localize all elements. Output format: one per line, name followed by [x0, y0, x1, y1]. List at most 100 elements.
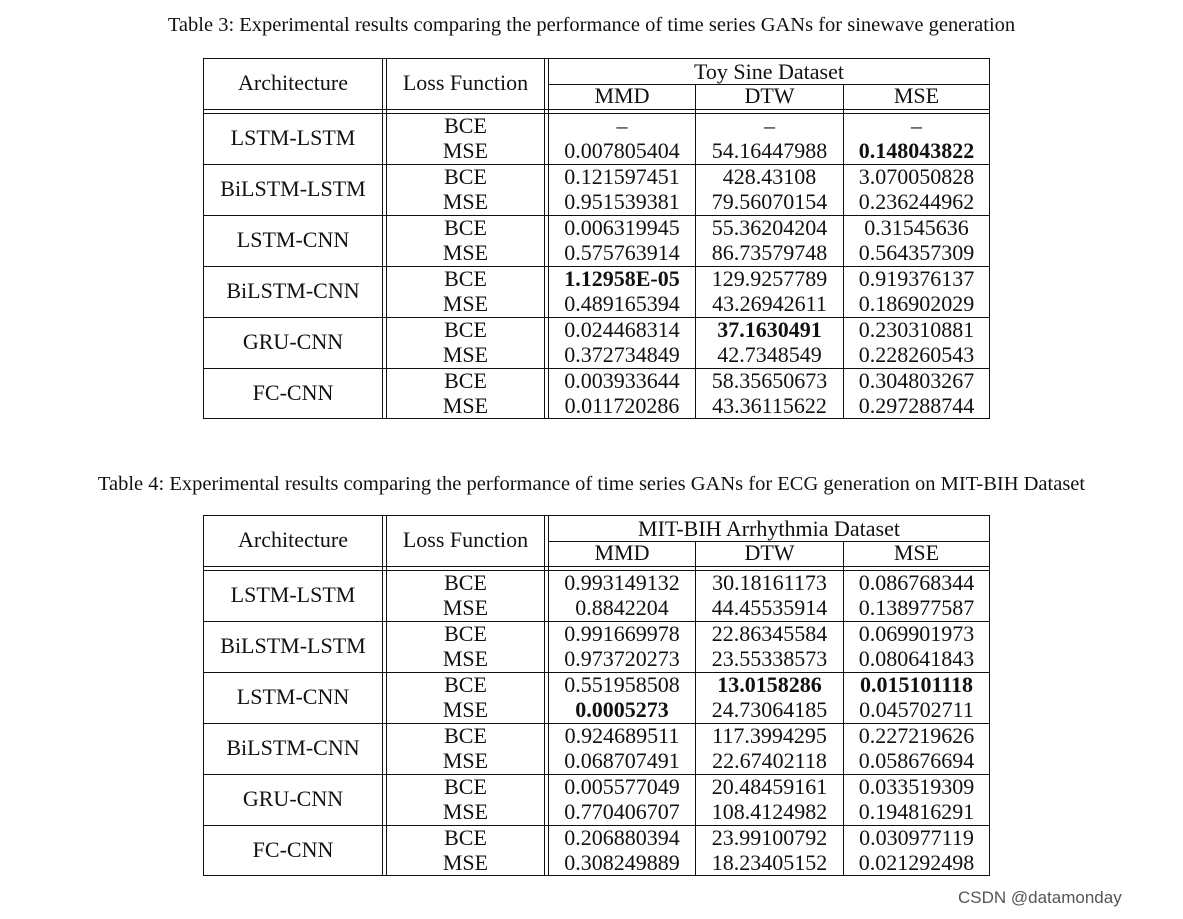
- arch-label: LSTM-LSTM: [230, 125, 356, 150]
- table-cell: 117.3994295: [712, 723, 827, 748]
- table-cell: 3.070050828: [858, 164, 975, 189]
- arch-label: BiLSTM-CNN: [226, 278, 360, 303]
- table-3: Architecture Loss Function Toy Sine Data…: [203, 58, 990, 419]
- header-architecture: Architecture: [238, 527, 348, 552]
- loss-label: MSE: [442, 393, 489, 418]
- table-cell: 0.030977119: [859, 825, 974, 850]
- table-cell: 23.55338573: [711, 646, 828, 671]
- loss-label: MSE: [442, 697, 489, 722]
- table-cell: 0.003933644: [564, 368, 680, 393]
- loss-label: BCE: [444, 164, 487, 189]
- table-cell: 22.86345584: [711, 621, 828, 646]
- header-loss-function: Loss Function: [402, 527, 529, 552]
- table-cell: 0.230310881: [858, 317, 975, 342]
- loss-label: BCE: [444, 266, 487, 291]
- table-cell: 20.48459161: [711, 774, 828, 799]
- header-loss-function: Loss Function: [402, 70, 529, 95]
- table-cell: 0.227219626: [858, 723, 975, 748]
- table-cell: 0.564357309: [858, 240, 975, 265]
- table-cell: 129.9257789: [711, 266, 828, 291]
- table-3-caption: Table 3: Experimental results comparing …: [167, 14, 1016, 36]
- loss-label: MSE: [442, 595, 489, 620]
- table-cell: 0.186902029: [858, 291, 975, 316]
- table-4-caption: Table 4: Experimental results comparing …: [97, 473, 1086, 495]
- table-cell: 86.73579748: [711, 240, 828, 265]
- table-cell: 0.236244962: [858, 189, 975, 214]
- loss-label: BCE: [444, 774, 487, 799]
- loss-label: MSE: [442, 189, 489, 214]
- table-cell: 43.36115622: [712, 393, 827, 418]
- table-cell: 0.206880394: [564, 825, 680, 850]
- loss-label: MSE: [442, 291, 489, 316]
- loss-label: MSE: [442, 342, 489, 367]
- loss-label: MSE: [442, 850, 489, 875]
- table-cell: 0.007805404: [564, 138, 680, 163]
- table-cell: 0.297288744: [858, 393, 975, 418]
- table-cell: 0.770406707: [564, 799, 680, 824]
- table-cell: 0.228260543: [858, 342, 975, 367]
- table-cell: 0.069901973: [858, 621, 975, 646]
- table-cell: 0.086768344: [858, 570, 975, 595]
- table-cell: 0.011720286: [564, 393, 680, 418]
- table-cell: 0.31545636: [864, 215, 969, 240]
- loss-label: BCE: [444, 825, 487, 850]
- header-dtw: DTW: [744, 83, 795, 108]
- table-cell: 22.67402118: [712, 748, 827, 773]
- table-cell: 108.4124982: [711, 799, 828, 824]
- header-mse: MSE: [893, 540, 940, 565]
- watermark: CSDN @datamonday: [958, 888, 1122, 907]
- table-cell: 0.489165394: [564, 291, 680, 316]
- header-mmd: MMD: [594, 540, 650, 565]
- table-cell: 0.024468314: [564, 317, 680, 342]
- arch-label: GRU-CNN: [242, 329, 344, 354]
- table-cell: 0.8842204: [575, 595, 669, 620]
- table-cell: –: [616, 113, 628, 138]
- table-cell: 43.26942611: [712, 291, 827, 316]
- header-dtw: DTW: [744, 540, 795, 565]
- loss-label: BCE: [444, 215, 487, 240]
- table-cell: 0.045702711: [859, 697, 974, 722]
- table-cell: 0.973720273: [564, 646, 680, 671]
- arch-label: BiLSTM-CNN: [226, 735, 360, 760]
- table-cell: 0.121597451: [564, 164, 680, 189]
- table-cell: 0.308249889: [564, 850, 680, 875]
- loss-label: BCE: [444, 621, 487, 646]
- table-cell: 54.16447988: [711, 138, 828, 163]
- table-cell-best: 0.015101118: [859, 672, 974, 697]
- header-architecture: Architecture: [238, 70, 348, 95]
- arch-label: FC-CNN: [252, 380, 334, 405]
- table-cell: 0.033519309: [858, 774, 975, 799]
- table-cell: 58.35650673: [711, 368, 828, 393]
- loss-label: BCE: [444, 570, 487, 595]
- table-cell: 24.73064185: [711, 697, 828, 722]
- arch-label: BiLSTM-LSTM: [220, 633, 366, 658]
- table-cell: 0.951539381: [564, 189, 680, 214]
- table-cell: 0.138977587: [858, 595, 975, 620]
- table-cell: 0.919376137: [858, 266, 975, 291]
- table-cell: 0.068707491: [564, 748, 680, 773]
- table-cell: 0.924689511: [564, 723, 680, 748]
- table-cell: 42.7348549: [717, 342, 822, 367]
- table-cell: –: [911, 113, 922, 138]
- table-cell: 0.993149132: [564, 570, 680, 595]
- arch-label: BiLSTM-LSTM: [220, 176, 366, 201]
- table-cell: 0.058676694: [858, 748, 975, 773]
- table-cell: 0.194816291: [858, 799, 975, 824]
- header-mmd: MMD: [594, 83, 650, 108]
- arch-label: LSTM-CNN: [236, 684, 350, 709]
- table-cell: 79.56070154: [711, 189, 828, 214]
- loss-label: MSE: [442, 646, 489, 671]
- table-cell: 0.304803267: [858, 368, 975, 393]
- table-4: Architecture Loss Function MIT-BIH Arrhy…: [203, 515, 990, 876]
- header-mse: MSE: [893, 83, 940, 108]
- loss-label: MSE: [442, 138, 489, 163]
- header-dataset: MIT-BIH Arrhythmia Dataset: [638, 516, 900, 541]
- table-cell: 55.36204204: [711, 215, 828, 240]
- loss-label: BCE: [444, 723, 487, 748]
- loss-label: MSE: [442, 240, 489, 265]
- arch-label: LSTM-LSTM: [230, 582, 356, 607]
- loss-label: BCE: [444, 672, 487, 697]
- table-cell-best: 13.0158286: [717, 672, 822, 697]
- loss-label: BCE: [444, 113, 487, 138]
- arch-label: GRU-CNN: [242, 786, 344, 811]
